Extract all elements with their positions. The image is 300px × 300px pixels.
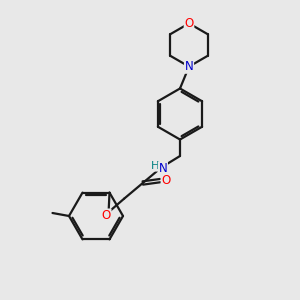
Text: H: H: [151, 161, 159, 171]
Text: N: N: [184, 60, 194, 73]
Text: O: O: [102, 209, 111, 222]
Text: O: O: [161, 174, 170, 187]
Text: N: N: [158, 162, 167, 176]
Text: O: O: [184, 17, 194, 30]
